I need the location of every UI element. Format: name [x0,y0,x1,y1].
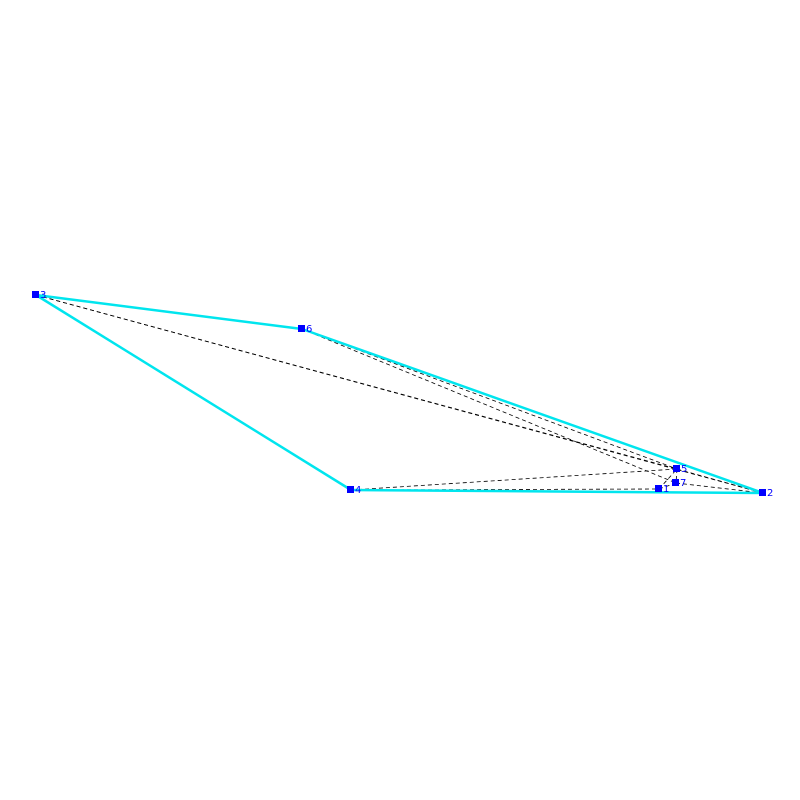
node-label: 6 [306,324,312,335]
hull-edge [35,293,303,331]
node-label: 5 [681,464,687,475]
node-label: 2 [767,488,773,499]
edge [658,468,678,490]
node-label: 7 [680,478,686,489]
node [298,325,305,332]
node-label: 3 [40,290,46,301]
node [32,291,39,298]
edge [35,294,764,494]
node [347,486,354,493]
hull-edge [350,488,764,495]
node-label: 4 [355,485,361,496]
hull-edge [35,293,352,492]
edge [676,468,764,494]
edge [675,482,764,494]
node [673,465,680,472]
node [759,489,766,496]
node-label: 1 [663,484,669,495]
node [655,485,662,492]
hull-edges [35,293,764,495]
edge [301,328,677,484]
nodes: 1 2 3 4 5 6 7 [32,290,773,499]
edge [350,468,678,491]
hull-edge [301,327,764,495]
dashed-edges [35,294,764,494]
node [672,479,679,486]
